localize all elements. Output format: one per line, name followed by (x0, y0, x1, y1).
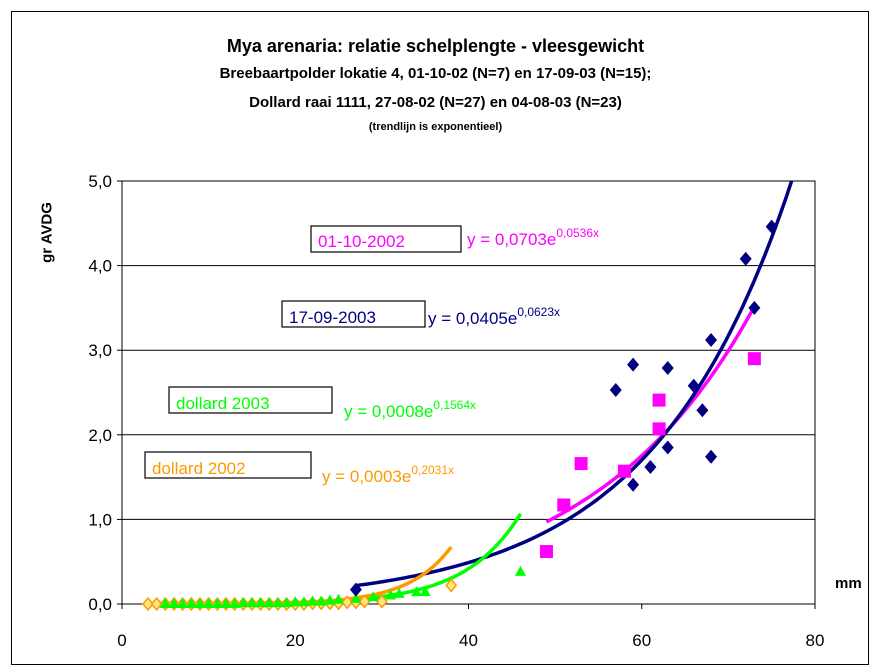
data-point (237, 597, 249, 608)
legend-box (281, 300, 426, 328)
trend-equation: y = 0,0003e0,2031x (322, 463, 454, 486)
data-point (298, 596, 310, 607)
data-point (220, 598, 232, 608)
data-point (514, 565, 526, 576)
x-tick-label: 20 (286, 631, 305, 650)
trend-equation: y = 0,0008e0,1564x (344, 398, 476, 421)
data-point (255, 597, 267, 608)
data-point (644, 459, 657, 474)
legend-box (144, 451, 312, 479)
data-point (203, 598, 215, 608)
data-point (652, 422, 666, 436)
data-point (705, 333, 718, 348)
chart-subtitle-2: Dollard raai 1111, 27-08-02 (N=27) en 04… (249, 94, 622, 111)
data-point (627, 477, 640, 492)
data-point (696, 403, 709, 418)
data-point (411, 586, 423, 597)
data-point (315, 595, 327, 606)
data-point (652, 393, 666, 407)
data-point (177, 598, 189, 608)
data-point (393, 587, 405, 598)
legend-label: dollard 2003 (176, 394, 270, 413)
data-point (159, 598, 171, 608)
data-point (609, 382, 622, 397)
data-point (661, 440, 674, 455)
data-point (281, 597, 293, 608)
trend-equation: y = 0,0703e0,0536x (467, 226, 599, 249)
x-tick-label: 60 (632, 631, 651, 650)
legend-label: dollard 2002 (152, 459, 246, 478)
data-point (739, 251, 752, 266)
data-point (747, 352, 761, 366)
legend-label: 17-09-2003 (289, 308, 376, 327)
data-point (705, 449, 718, 464)
data-point (358, 594, 371, 609)
data-point (246, 597, 258, 608)
trendline-01-10-2002 (545, 305, 756, 524)
y-tick-label: 3,0 (88, 341, 112, 360)
legend-box (310, 225, 462, 253)
legend-box (168, 386, 333, 414)
data-point (687, 378, 700, 393)
data-point (229, 598, 241, 608)
data-point (661, 360, 674, 375)
data-point (150, 596, 163, 612)
data-point (557, 498, 571, 512)
data-point (289, 596, 301, 607)
x-axis-label: mm (835, 575, 862, 592)
chart-subtitle-3: (trendlijn is exponentieel) (368, 121, 503, 133)
chart-subtitle-1: Breebaartpolder lokatie 4, 01-10-02 (N=7… (219, 65, 652, 82)
data-point (445, 578, 458, 593)
data-point (272, 597, 284, 608)
data-point (765, 219, 778, 234)
data-point (617, 464, 631, 478)
y-tick-label: 1,0 (88, 510, 112, 529)
data-point (574, 457, 588, 471)
data-point (341, 595, 354, 610)
data-point (211, 598, 223, 608)
x-tick-label: 80 (806, 631, 825, 650)
data-point (333, 593, 345, 604)
data-point (324, 594, 336, 605)
data-point (367, 591, 379, 602)
x-tick-label: 0 (117, 631, 126, 650)
y-tick-label: 0,0 (88, 595, 112, 614)
data-point (185, 598, 197, 608)
legend-label: 01-10-2002 (318, 232, 405, 251)
data-point (142, 596, 154, 612)
data-point (263, 597, 275, 608)
y-tick-label: 4,0 (88, 257, 112, 276)
data-point (748, 300, 761, 315)
y-tick-label: 2,0 (88, 426, 112, 445)
data-point (307, 595, 319, 606)
data-point (194, 598, 206, 608)
data-point (419, 586, 431, 597)
data-point (385, 589, 397, 600)
data-point (350, 592, 362, 603)
x-tick-label: 40 (459, 631, 478, 650)
trendline-17-09-2003 (355, 181, 794, 588)
data-point (539, 545, 553, 559)
data-point (627, 357, 640, 372)
chart-title: Mya arenaria: relatie schelplengte - vle… (226, 36, 645, 56)
y-tick-label: 5,0 (88, 172, 112, 191)
data-point (168, 598, 180, 608)
trend-equation: y = 0,0405e0,0623x (428, 305, 560, 328)
data-point (349, 582, 362, 597)
